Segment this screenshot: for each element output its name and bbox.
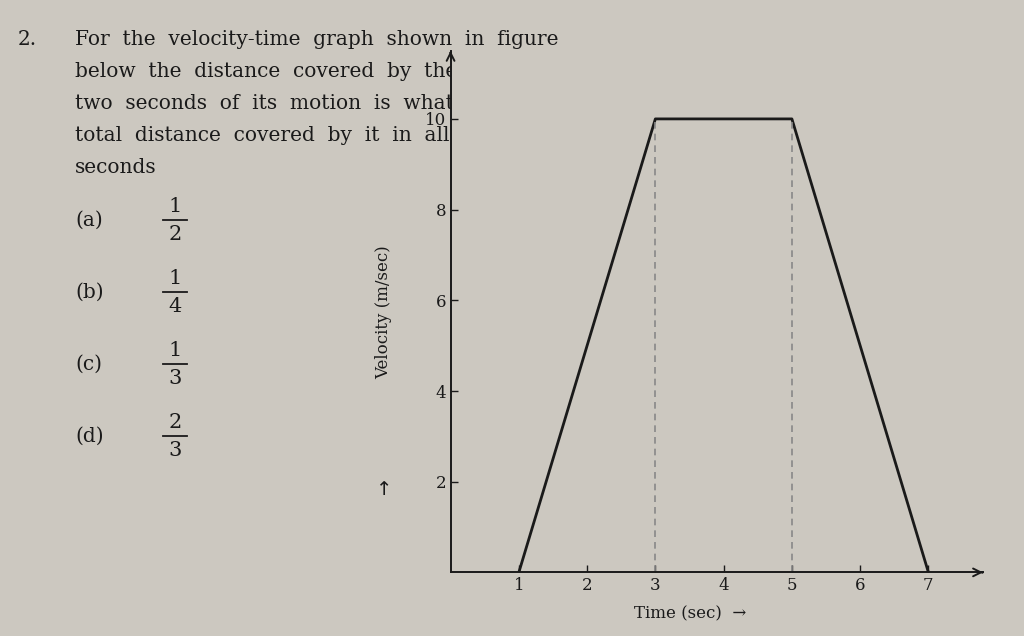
Text: Time (sec)  →: Time (sec) → [634,605,746,622]
Text: 2.: 2. [18,30,37,49]
Text: two  seconds  of  its  motion  is  what  fraction  of  the: two seconds of its motion is what fracti… [75,94,626,113]
Text: (b): (b) [75,282,103,301]
Text: below  the  distance  covered  by  the  body  in  last: below the distance covered by the body i… [75,62,601,81]
Text: total  distance  covered  by  it  in  all  the  seven: total distance covered by it in all the … [75,126,566,145]
Text: Velocity (m/sec): Velocity (m/sec) [376,245,392,378]
Text: 1: 1 [168,197,181,216]
Text: 3: 3 [168,441,181,460]
Text: 1: 1 [168,268,181,287]
Text: For  the  velocity-time  graph  shown  in  figure: For the velocity-time graph shown in fig… [75,30,558,49]
Text: 2: 2 [168,413,181,431]
Text: 2: 2 [168,226,181,244]
Text: 4: 4 [168,298,181,317]
Text: ↑: ↑ [376,480,392,499]
Text: (c): (c) [75,354,102,373]
Text: (a): (a) [75,211,102,230]
Text: seconds: seconds [75,158,157,177]
Text: (d): (d) [75,427,103,445]
Text: 3: 3 [168,370,181,389]
Text: 1: 1 [168,340,181,359]
